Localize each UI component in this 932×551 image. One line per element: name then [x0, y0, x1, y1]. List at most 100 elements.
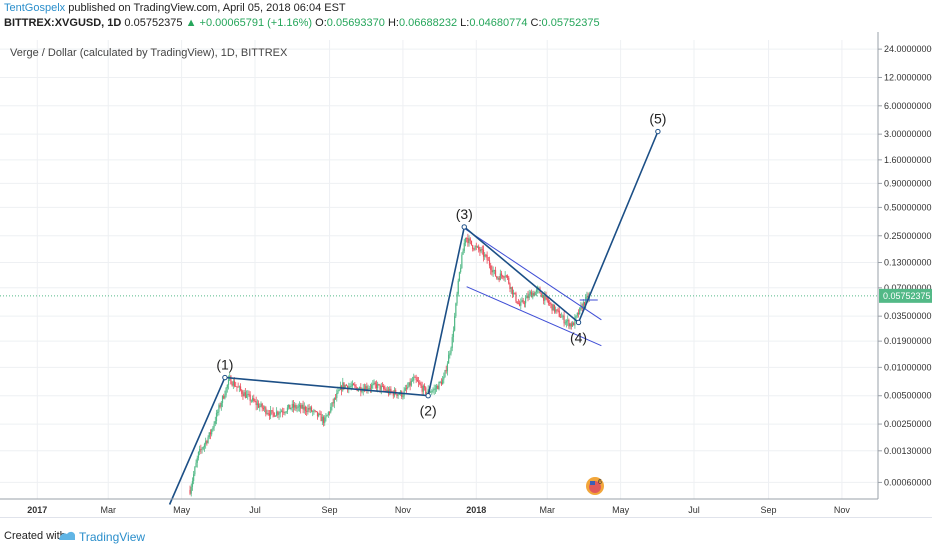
candle-body: [492, 270, 494, 273]
flag-badge-icon[interactable]: 6: [586, 477, 604, 495]
candle-body: [277, 411, 279, 415]
candle-body: [415, 377, 417, 380]
candle-body: [438, 381, 440, 390]
candle-body: [383, 386, 385, 389]
author-link[interactable]: TentGospelx: [4, 2, 66, 14]
axes: 24.00000000 12.00000000 6.00000000 3.000000…: [0, 32, 932, 515]
candle-body: [380, 385, 382, 390]
candle-body: [191, 480, 194, 487]
candle-body: [518, 303, 521, 306]
candle-body: [397, 394, 399, 396]
candle-body: [540, 293, 542, 298]
candle-body: [231, 384, 233, 386]
candle-body: [563, 315, 565, 324]
candle-body: [225, 387, 227, 396]
candle-body: [328, 412, 331, 414]
candle-body: [446, 363, 449, 372]
candle-body: [268, 413, 271, 416]
high-label: H:: [387, 17, 399, 29]
candle-body: [303, 406, 305, 410]
candle-body: [544, 295, 546, 301]
candle-body: [189, 489, 191, 494]
candle-body: [414, 376, 416, 378]
tradingview-logo-icon[interactable]: [58, 529, 76, 541]
candle-body: [516, 301, 518, 304]
candle-body: [354, 385, 356, 386]
candle-body: [290, 408, 292, 410]
current-price-label: 0.05752375: [883, 291, 931, 301]
candle-body: [496, 276, 498, 279]
candle-body: [197, 451, 200, 458]
candle-body: [574, 317, 576, 326]
chart-header: TentGospelx published on TradingView.com…: [0, 0, 932, 32]
candle-body: [543, 294, 545, 301]
candle-body: [511, 287, 513, 295]
close-label: C:: [530, 17, 542, 29]
candle-body: [485, 254, 487, 256]
candle-body: [549, 303, 551, 304]
candle-body: [385, 389, 387, 392]
candle-body: [528, 293, 530, 298]
candle-body: [249, 394, 251, 401]
x-tick-label: Sep: [322, 505, 338, 515]
candle-body: [570, 323, 572, 327]
high-value: 0.06688232: [398, 17, 458, 29]
candle-body: [421, 385, 423, 392]
y-tick-label: 0.07000000: [884, 283, 932, 293]
wave-label: (1): [216, 357, 233, 373]
candle-body: [279, 411, 281, 414]
candle-body: [313, 410, 315, 412]
candle-body: [498, 277, 500, 281]
candle-body: [411, 380, 414, 382]
candle-body: [274, 415, 277, 417]
grid: [0, 40, 878, 499]
candle-body: [398, 394, 400, 396]
candle-body: [284, 412, 286, 414]
candle-body: [454, 316, 456, 331]
candle-body: [230, 376, 232, 385]
candle-body: [319, 413, 321, 415]
candle-body: [546, 296, 548, 301]
x-tick-label: Nov: [395, 505, 412, 515]
candle-body: [431, 391, 433, 393]
candle-body: [429, 391, 432, 393]
y-tick-label: 0.00130000: [884, 446, 932, 456]
candle-body: [425, 387, 427, 395]
candle-body: [259, 406, 261, 408]
candle-body: [200, 448, 202, 450]
candle-body: [379, 384, 381, 390]
candle-body: [257, 403, 260, 408]
candle-body: [440, 381, 443, 385]
symbol-label: BITTREX:XVGUSD, 1D: [4, 17, 122, 29]
candle-body: [448, 354, 450, 364]
candle-body: [368, 388, 370, 389]
candle-body: [420, 384, 422, 386]
candle-body: [375, 384, 378, 389]
candle-body: [458, 272, 461, 281]
candle-body: [196, 457, 198, 463]
candle-body: [286, 407, 289, 412]
candle-body: [316, 411, 319, 417]
svg-text:6: 6: [598, 479, 602, 486]
candle-body: [331, 402, 333, 407]
candle-body: [285, 411, 287, 413]
tradingview-brand[interactable]: TradingView: [79, 530, 146, 544]
candle-body: [439, 381, 441, 383]
candle-body: [350, 385, 352, 387]
candle-body: [472, 245, 474, 249]
open-value: 0.05693370: [326, 17, 385, 29]
candle-body: [486, 255, 488, 260]
candle-body: [369, 388, 372, 389]
candle-body: [334, 397, 337, 399]
candle-body: [490, 265, 492, 270]
candle-body: [390, 388, 392, 392]
candle-body: [487, 259, 489, 261]
candle-body: [374, 382, 376, 385]
candle-body: [238, 386, 240, 388]
candle-body: [236, 386, 238, 388]
wave-point: [222, 374, 228, 381]
x-tick-label: 2017: [27, 505, 47, 515]
candle-body: [220, 402, 222, 407]
candle-body: [506, 275, 509, 278]
price-chart[interactable]: (1) (2) (3) (4) (5) 24.00000000 12.00000000 6.…: [0, 32, 932, 517]
